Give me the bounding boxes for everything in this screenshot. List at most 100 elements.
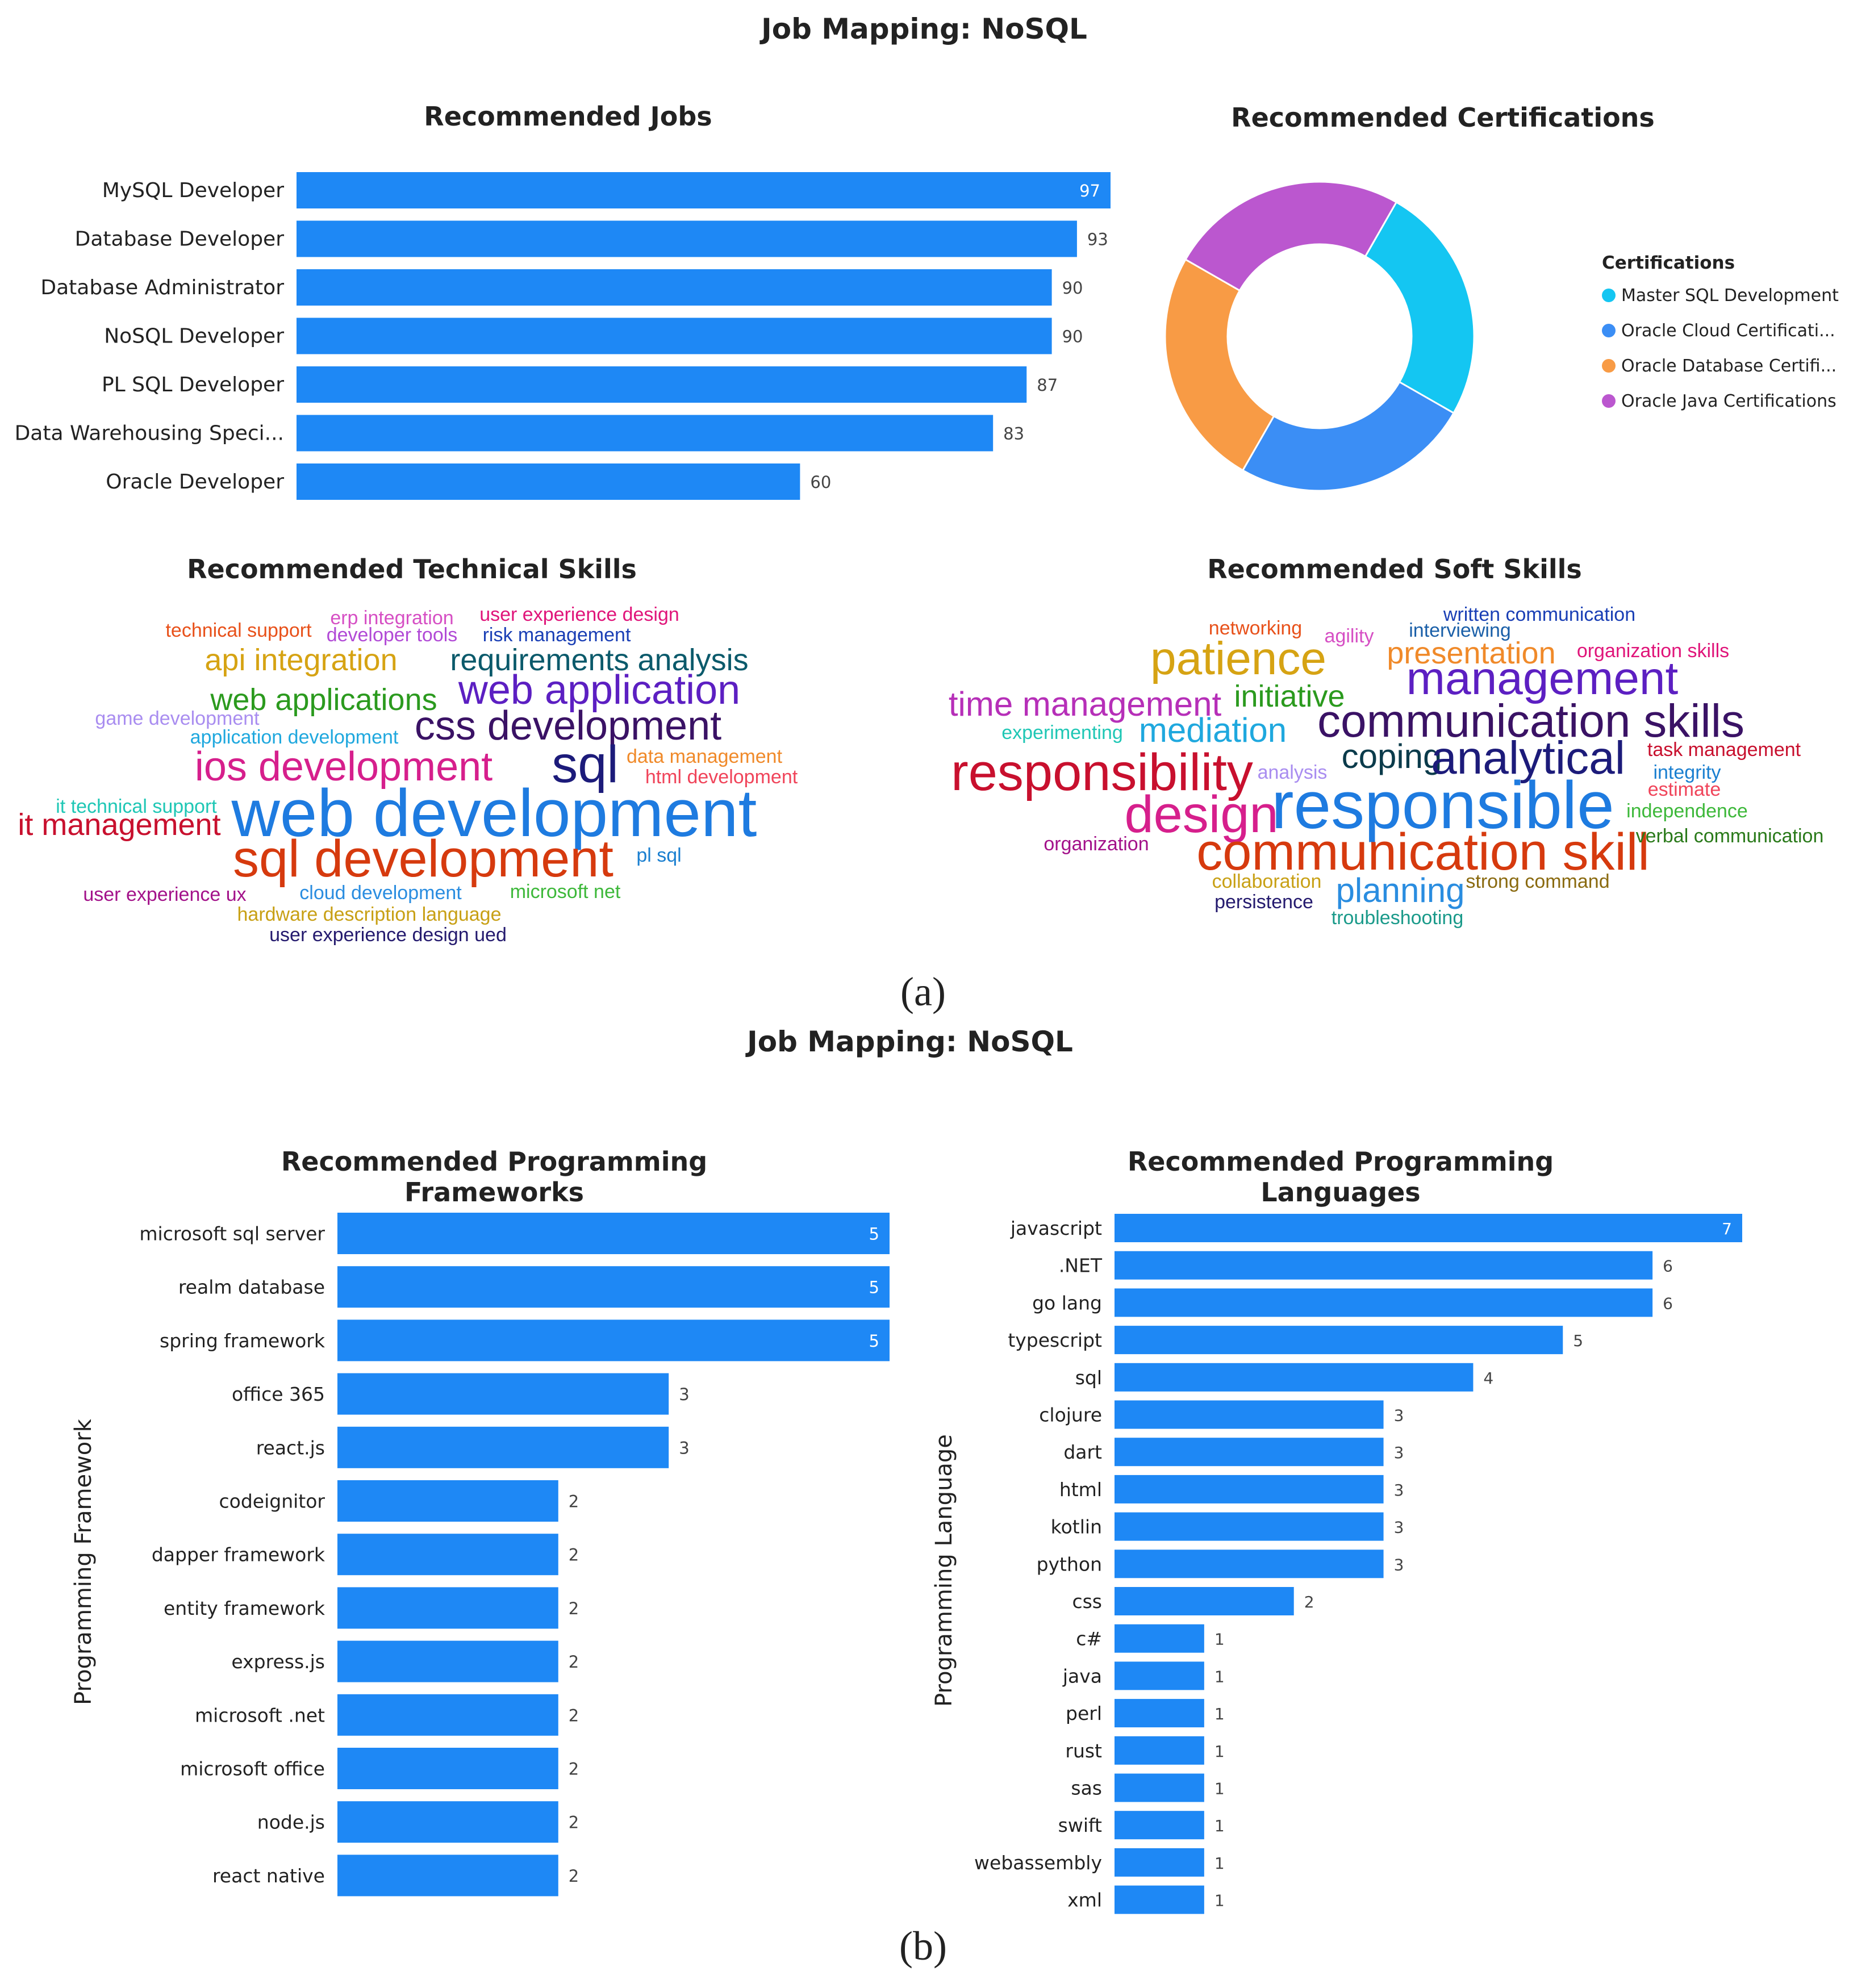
bar (1115, 1736, 1204, 1765)
bar (337, 1426, 669, 1468)
bar (297, 366, 1027, 403)
bar (337, 1319, 890, 1361)
wordcloud-word: html development (645, 766, 798, 788)
bar (337, 1213, 890, 1254)
certifications-legend: Certifications Master SQL Development Ora… (1602, 253, 1839, 419)
frameworks-chart-title: Recommended Programming Frameworks (281, 1146, 708, 1208)
value-label: 87 (1037, 375, 1058, 395)
donut-slice (1164, 258, 1275, 472)
category-label: webassembly (974, 1852, 1102, 1874)
wordcloud-word: analysis (1257, 762, 1328, 783)
wordcloud-word: cloud development (299, 882, 462, 904)
bar (1115, 1214, 1742, 1242)
wordcloud-word: data management (626, 746, 783, 767)
panel-b-title: Job Mapping: NoSQL (747, 1025, 1073, 1058)
wordcloud-word: estimate (1647, 779, 1721, 800)
wordcloud-word: integrity (1653, 762, 1721, 783)
bar (1115, 1400, 1384, 1429)
category-label: Database Developer (75, 228, 285, 251)
wordcloud-word: web application (458, 667, 741, 713)
wordcloud-word: initiative (1234, 679, 1345, 713)
category-label: python (1037, 1553, 1102, 1575)
category-label: typescript (1008, 1329, 1102, 1351)
bar (1115, 1251, 1653, 1280)
value-label: 3 (1394, 1481, 1404, 1500)
value-label: 5 (1573, 1331, 1583, 1350)
category-label: xml (1067, 1889, 1102, 1911)
bar (1115, 1363, 1474, 1392)
wordcloud-word: communication skill (1196, 823, 1650, 881)
wordcloud-word: pl sql (636, 845, 682, 866)
wordcloud-word: independence (1626, 800, 1748, 822)
wordcloud-word: erp integration (330, 607, 454, 629)
wordcloud-word: responsible (1271, 768, 1614, 843)
bar (297, 220, 1077, 257)
wordcloud-word: user experience design (479, 604, 679, 625)
legend-item[interactable]: Oracle Java Certifications (1602, 383, 1839, 419)
legend-swatch (1602, 324, 1616, 337)
certifications-chart-title: Recommended Certifications (1231, 102, 1655, 133)
wordcloud-word: verbal communication (1635, 825, 1824, 847)
bar (297, 463, 800, 500)
value-label: 1 (1214, 1854, 1225, 1873)
value-label: 93 (1087, 230, 1108, 249)
wordcloud-word: collaboration (1212, 871, 1322, 892)
wordcloud-word: requirements analysis (450, 643, 749, 677)
wordcloud-word: networking (1208, 617, 1303, 639)
value-label: 5 (869, 1331, 879, 1351)
value-label: 2 (569, 1652, 579, 1672)
bar (1115, 1512, 1384, 1541)
wordcloud-word: interviewing (1409, 620, 1511, 641)
value-label: 2 (569, 1546, 579, 1565)
category-label: express.js (231, 1651, 325, 1673)
bar (337, 1855, 558, 1897)
wordcloud-word: written communication (1443, 604, 1636, 625)
category-label: react native (212, 1865, 325, 1887)
value-label: 5 (869, 1225, 879, 1244)
certifications-legend-title: Certifications (1602, 253, 1735, 273)
value-label: 6 (1663, 1294, 1673, 1313)
wordcloud-word: sql development (233, 830, 613, 888)
technical-skills-wordcloud: technical support erp integration user exp… (0, 596, 824, 960)
bar (297, 269, 1052, 306)
soft-skills-title: Recommended Soft Skills (1207, 554, 1582, 584)
value-label: 3 (679, 1385, 689, 1404)
category-label: c# (1076, 1628, 1102, 1650)
legend-swatch (1602, 289, 1616, 302)
soft-skills-wordcloud: written communication networking agility in… (909, 596, 1849, 960)
category-label: sql (1075, 1367, 1102, 1389)
legend-item[interactable]: Master SQL Development (1602, 278, 1839, 313)
wordcloud-word: presentation (1387, 636, 1556, 670)
value-label: 90 (1062, 278, 1083, 298)
category-label: clojure (1039, 1404, 1102, 1426)
wordcloud-word: mediation (1138, 711, 1287, 749)
wordcloud-word: organization (1044, 833, 1149, 855)
bar (297, 172, 1111, 208)
value-label: 3 (1394, 1518, 1404, 1537)
legend-item[interactable]: Oracle Cloud Certificati... (1602, 313, 1839, 348)
wordcloud-word: coping (1341, 737, 1442, 775)
wordcloud-word: api integration (204, 643, 398, 677)
wordcloud-word: it management (18, 808, 221, 842)
bar (1115, 1885, 1204, 1914)
category-label: sas (1071, 1777, 1102, 1799)
wordcloud-word: technical support (165, 620, 312, 641)
jobs-chart-title: Recommended Jobs (424, 101, 712, 132)
donut-slice (1241, 381, 1455, 492)
value-label: 1 (1214, 1630, 1225, 1649)
value-label: 2 (569, 1599, 579, 1618)
category-label: .NET (1059, 1255, 1103, 1277)
panel-a-title: Job Mapping: NoSQL (761, 12, 1087, 45)
wordcloud-word: user experience ux (83, 884, 247, 905)
category-label: dapper framework (152, 1544, 325, 1566)
y-axis-label: Programming Framework (70, 1418, 97, 1705)
certifications-donut-chart (1164, 181, 1475, 492)
wordcloud-word: risk management (482, 624, 631, 646)
category-label: MySQL Developer (102, 179, 284, 202)
legend-item[interactable]: Oracle Database Certifi... (1602, 348, 1839, 383)
wordcloud-word: management (1406, 653, 1679, 704)
value-label: 1 (1214, 1667, 1225, 1686)
wordcloud-word: strong command (1466, 871, 1610, 892)
wordcloud-word: persistence (1214, 891, 1313, 913)
languages-chart-title: Recommended Programming Languages (1127, 1146, 1554, 1208)
